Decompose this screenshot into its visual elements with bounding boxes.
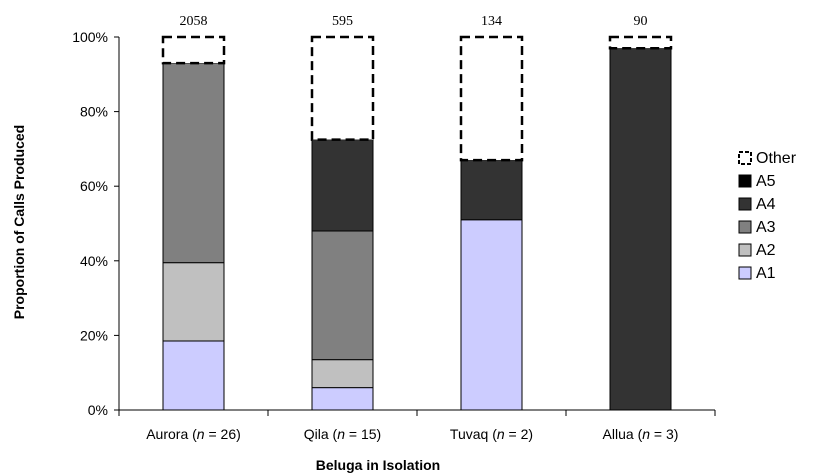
category-label: Qila (n = 15) [304, 426, 381, 442]
bar-segment-other-tuvaq [459, 35, 524, 162]
bar-segment-a3-qila [311, 230, 374, 361]
bar-segment-a1-tuvaq [460, 219, 523, 411]
legend-label-a4: A4 [756, 196, 776, 213]
y-tick-label: 0% [88, 402, 108, 418]
legend: Other A5 A4 A3 A2 A1 [738, 150, 797, 282]
bar-segment-a3-aurora [162, 62, 225, 264]
bar-total-label: 90 [634, 14, 648, 29]
bar-segment-a2-aurora [162, 262, 225, 342]
legend-label-a3: A3 [756, 219, 776, 236]
bar-segment-a4-allua [609, 47, 672, 411]
y-tick-label: 40% [80, 253, 108, 269]
y-tick-label: 80% [80, 104, 108, 120]
legend-label-other: Other [756, 150, 797, 167]
y-tick-label: 60% [80, 178, 108, 194]
category-label: Tuvaq (n = 2) [450, 426, 533, 442]
bar-segment-other-allua [608, 35, 673, 50]
bars [161, 35, 673, 411]
bar-segment-other-qila [310, 35, 375, 141]
bar-segment-a2-qila [311, 359, 374, 389]
y-tick-label: 100% [72, 29, 108, 45]
bar-total-label: 2058 [180, 14, 208, 29]
legend-swatch-a5 [738, 174, 752, 188]
y-axis-title: Proportion of Calls Produced [11, 125, 27, 319]
category-label: Aurora (n = 26) [146, 426, 241, 442]
labels: 2058 Aurora (n = 26) 595 Qila (n = 15) 134 Tu… [146, 14, 678, 442]
bar-segment-a4-tuvaq [460, 159, 523, 221]
legend-label-a2: A2 [756, 242, 776, 259]
legend-swatch-a1 [738, 266, 752, 280]
legend-swatch-a2 [738, 243, 752, 257]
bar-segment-a1-aurora [162, 340, 225, 411]
legend-label-a5: A5 [756, 173, 776, 190]
y-tick-label: 20% [80, 327, 108, 343]
bar-segment-other-aurora [161, 35, 226, 65]
bar-total-label: 595 [332, 14, 353, 29]
x-axis-title: Beluga in Isolation [316, 457, 440, 473]
category-label: Allua (n = 3) [603, 426, 679, 442]
bar-total-label: 134 [481, 14, 502, 29]
bar-segment-a1-qila [311, 387, 374, 411]
legend-swatch-a4 [738, 197, 752, 211]
legend-label-a1: A1 [756, 265, 776, 282]
bar-segment-a4-qila [311, 139, 374, 232]
legend-swatch-a3 [738, 220, 752, 234]
legend-swatch-other [738, 151, 752, 165]
